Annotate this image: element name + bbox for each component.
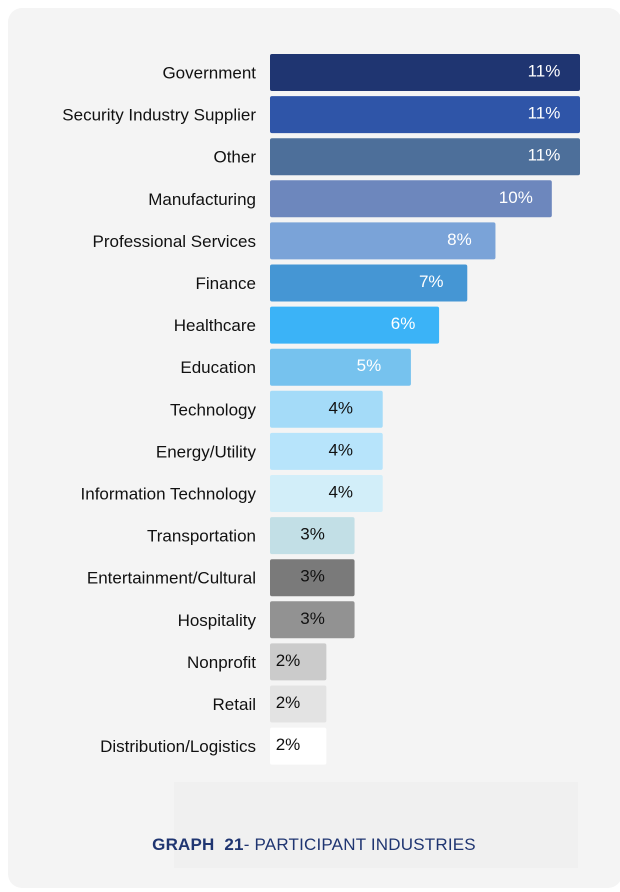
bar-security-industry-supplier [270, 96, 580, 134]
category-label: Other [213, 148, 256, 167]
value-label: 11% [528, 104, 561, 123]
bar-education [270, 348, 411, 386]
category-label: Healthcare [174, 316, 256, 335]
category-label: Retail [213, 695, 256, 714]
category-label: Education [180, 358, 256, 377]
bar-professional-services [270, 222, 496, 260]
value-label: 2% [276, 651, 301, 670]
graph-caption: GRAPH 21- PARTICIPANT INDUSTRIES [0, 835, 620, 855]
bar-energy-utility [270, 432, 383, 470]
bar-retail [270, 685, 327, 723]
bar-government [270, 54, 580, 91]
caption-prefix: GRAPH [152, 835, 215, 854]
bar-nonprofit [270, 643, 327, 681]
category-label: Finance [196, 274, 256, 293]
category-label: Technology [170, 400, 257, 419]
bar-healthcare [270, 306, 440, 344]
category-label: Security Industry Supplier [62, 106, 256, 125]
value-label: 5% [357, 356, 382, 375]
value-label: 4% [328, 398, 353, 417]
category-label: Information Technology [81, 485, 257, 504]
category-label: Manufacturing [148, 190, 256, 209]
category-label: Distribution/Logistics [100, 737, 256, 756]
caption-panel [174, 782, 578, 868]
bar-distribution-logistics [270, 727, 327, 765]
value-label: 3% [300, 525, 325, 544]
category-label: Professional Services [93, 232, 256, 251]
value-label: 11% [528, 62, 561, 81]
value-label: 2% [276, 693, 301, 712]
category-label: Nonprofit [187, 653, 256, 672]
value-label: 4% [328, 440, 353, 459]
category-label: Entertainment/Cultural [87, 569, 256, 588]
bar-transportation [270, 517, 355, 555]
category-label: Transportation [147, 527, 256, 546]
value-label: 11% [528, 146, 561, 165]
bar-information-technology [270, 475, 383, 512]
value-label: 2% [276, 735, 301, 754]
bar-manufacturing [270, 180, 552, 218]
caption-text: - PARTICIPANT INDUSTRIES [243, 835, 476, 854]
caption-number: 21 [224, 835, 244, 854]
bar-technology [270, 390, 383, 428]
bar-hospitality [270, 601, 355, 639]
value-label: 7% [419, 272, 444, 291]
value-label: 3% [300, 567, 325, 586]
category-label: Energy/Utility [156, 442, 257, 461]
bar-entertainment-cultural [270, 559, 355, 597]
value-label: 3% [300, 609, 325, 628]
category-label: Government [162, 64, 256, 83]
value-label: 10% [499, 188, 533, 207]
category-label: Hospitality [178, 611, 257, 630]
value-label: 4% [328, 483, 353, 502]
value-label: 8% [447, 230, 472, 249]
bar-finance [270, 264, 468, 302]
bar-other [270, 138, 580, 176]
value-label: 6% [391, 314, 416, 333]
